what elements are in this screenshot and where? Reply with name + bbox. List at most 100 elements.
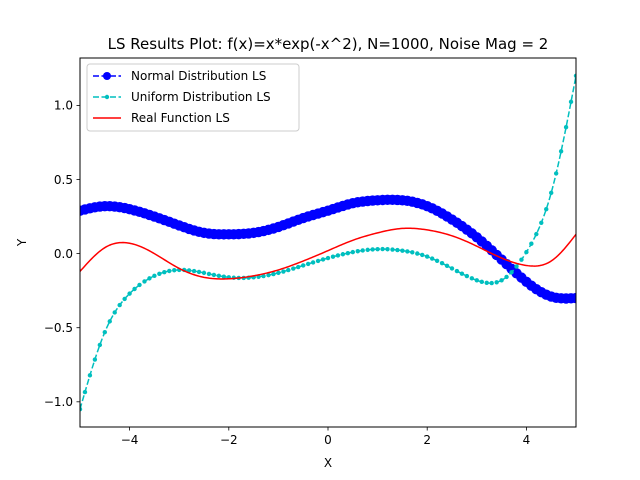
series-1-point [335, 253, 341, 258]
series-1-point [92, 357, 98, 362]
series-1-point [132, 286, 137, 292]
series-1-point [405, 249, 410, 254]
series-1-point [325, 255, 331, 261]
series-1-point [365, 247, 370, 253]
series-1-point [320, 257, 326, 262]
series-1-point [117, 302, 122, 308]
series-1-point [375, 246, 380, 252]
series-1-point [221, 274, 227, 279]
series-1-point [186, 268, 192, 273]
series-1-point [152, 273, 157, 279]
y-tick-label: 0.5 [54, 173, 73, 187]
series-1-point [305, 261, 311, 267]
series-1-point [370, 247, 375, 252]
series-1-point [172, 268, 177, 273]
x-tick-label: 4 [523, 433, 531, 447]
series-layer [80, 73, 576, 412]
legend-marker-normal [103, 72, 111, 80]
legend-marker-uniform [104, 94, 110, 100]
series-1 [80, 73, 576, 412]
series-1-point [137, 282, 142, 288]
series-1-point [107, 319, 112, 324]
x-tick-label: −2 [220, 433, 238, 447]
series-1-point [568, 99, 574, 105]
series-1-point [201, 270, 207, 276]
y-tick-label: 1.0 [54, 99, 73, 113]
series-1-point [286, 267, 291, 273]
series-1-point [127, 291, 132, 296]
series-1-point [385, 247, 390, 252]
series-1-point [80, 407, 83, 412]
series-1-point [390, 247, 395, 252]
series-1-point [519, 257, 524, 262]
series-1-point [162, 269, 167, 275]
x-tick-label: 2 [423, 433, 431, 447]
series-1-point [191, 268, 197, 274]
series-1-point [434, 258, 440, 263]
series-1-point [439, 261, 445, 266]
series-1-point [549, 190, 554, 196]
legend-label-real: Real Function LS [131, 111, 230, 125]
y-axis-label: Y [15, 238, 29, 247]
legend-entry-uniform: Uniform Distribution LS [93, 90, 271, 104]
series-1-point [499, 278, 504, 283]
legend: Normal Distribution LS Uniform Distribut… [86, 63, 300, 132]
series-0-point [570, 292, 576, 304]
series-1-point [400, 248, 405, 253]
series-1-point [167, 268, 172, 274]
series-1-point [529, 241, 534, 246]
legend-entry-real: Real Function LS [93, 111, 230, 125]
x-axis: −4 −2 0 2 4 [121, 427, 530, 447]
series-1-point [449, 266, 455, 271]
series-1-point [271, 271, 276, 277]
series-1-point [340, 252, 346, 257]
series-1-point [360, 248, 365, 253]
series-1-point [474, 278, 479, 283]
series-1-point [315, 258, 321, 264]
series-1-point [261, 273, 266, 279]
series-1-point [563, 125, 569, 130]
series-1-point [553, 171, 559, 176]
series-1-point [206, 271, 212, 277]
series-1-point [350, 249, 355, 255]
series-1-point [415, 251, 420, 256]
legend-box [86, 63, 300, 132]
series-1-point [87, 373, 93, 378]
series-1-point [211, 272, 217, 278]
y-axis: −1.0 −0.5 0.0 0.5 1.0 [44, 99, 80, 409]
series-1-point [142, 279, 147, 284]
series-1-point [573, 73, 576, 78]
series-1-point [196, 269, 202, 275]
chart-title: LS Results Plot: f(x)=x*exp(-x^2), N=100… [108, 35, 549, 53]
series-1-point [444, 263, 450, 268]
series-1-point [157, 271, 162, 276]
series-1-point [534, 231, 539, 237]
legend-entry-normal: Normal Distribution LS [93, 69, 266, 83]
series-1-point [266, 272, 271, 278]
series-1-point [489, 280, 494, 286]
series-1-point [429, 256, 435, 261]
plot-area [79, 57, 577, 428]
series-1-point [558, 149, 564, 154]
series-1-point [425, 254, 430, 259]
y-tick-label: 0.0 [54, 247, 73, 261]
series-0 [80, 194, 576, 304]
series-1-point [509, 270, 514, 275]
series-1-point [296, 264, 301, 270]
legend-label-normal: Normal Distribution LS [131, 69, 266, 83]
series-1-point [504, 274, 509, 280]
series-1-point [345, 250, 351, 256]
series-1-point [147, 276, 152, 281]
series-1-point [380, 246, 385, 252]
series-1-point [82, 389, 88, 395]
series-1-point [276, 270, 281, 276]
series-1-point [420, 252, 425, 258]
series-1-point [459, 271, 465, 276]
series-1-point [355, 249, 360, 254]
series-1-point [464, 273, 470, 279]
series-1-point [484, 280, 489, 286]
series-1-point [524, 249, 529, 255]
x-axis-label: X [324, 456, 332, 470]
series-1-point [310, 260, 316, 265]
